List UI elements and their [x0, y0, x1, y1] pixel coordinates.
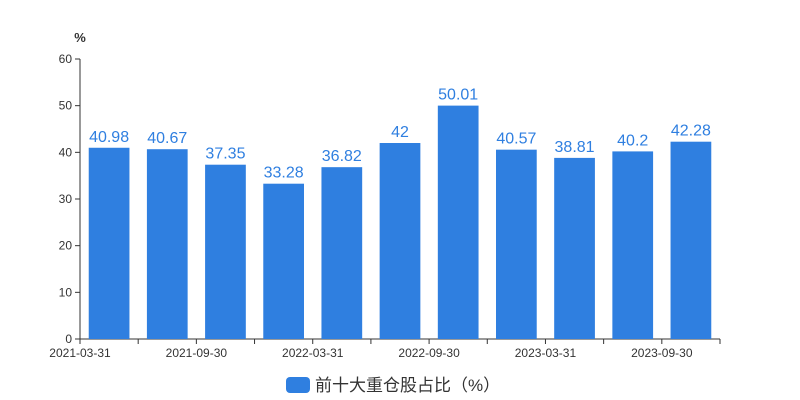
data-label: 42.28 — [671, 123, 711, 140]
data-label: 38.81 — [555, 139, 595, 156]
y-tick-label: 40 — [59, 145, 73, 159]
bar[interactable] — [554, 157, 595, 339]
bar[interactable] — [205, 164, 246, 339]
y-tick-label: 20 — [59, 239, 73, 253]
data-label: 42 — [391, 124, 409, 141]
bar[interactable] — [263, 183, 304, 339]
bar[interactable] — [670, 141, 712, 339]
bar[interactable] — [379, 143, 421, 339]
x-tick-label: 2021-09-30 — [166, 346, 228, 360]
data-label-group: 40.98 40.67 37.35 33.28 36.82 42 50.01 40.57 38.… — [89, 87, 711, 182]
y-axis-unit-label: % — [74, 30, 86, 45]
x-tick-label: 2022-09-30 — [398, 346, 460, 360]
bar[interactable] — [496, 149, 537, 339]
legend-label: 前十大重仓股占比（%） — [315, 376, 500, 395]
y-tick-label: 0 — [65, 332, 72, 346]
y-axis: 0 10 20 30 40 50 60 — [59, 52, 81, 346]
y-tick-label: 10 — [59, 285, 73, 299]
bar[interactable] — [437, 105, 479, 340]
data-label: 40.2 — [617, 132, 648, 149]
y-tick-label: 30 — [59, 192, 73, 206]
x-tick-label: 2022-03-31 — [282, 346, 344, 360]
bar-group — [88, 105, 712, 340]
data-label: 36.82 — [322, 148, 362, 165]
data-label: 50.01 — [438, 87, 478, 104]
data-label: 40.67 — [147, 130, 187, 147]
legend[interactable]: 前十大重仓股占比（%） — [286, 376, 500, 395]
x-axis: 2021-03-31 2021-09-30 2022-03-31 2022-09-30… — [49, 338, 721, 360]
y-tick-label: 60 — [59, 52, 73, 66]
legend-swatch — [286, 377, 310, 393]
bar[interactable] — [612, 151, 654, 339]
data-label: 40.57 — [496, 131, 536, 148]
bar[interactable] — [146, 149, 188, 339]
data-label: 40.98 — [89, 129, 129, 146]
y-tick-label: 50 — [59, 99, 73, 113]
x-tick-label: 2023-03-31 — [515, 346, 577, 360]
data-label: 37.35 — [205, 146, 245, 163]
bar[interactable] — [88, 147, 130, 339]
x-tick-label: 2023-09-30 — [631, 346, 693, 360]
x-tick-label: 2021-03-31 — [49, 346, 111, 360]
data-label: 33.28 — [264, 165, 304, 182]
bar[interactable] — [321, 167, 363, 339]
